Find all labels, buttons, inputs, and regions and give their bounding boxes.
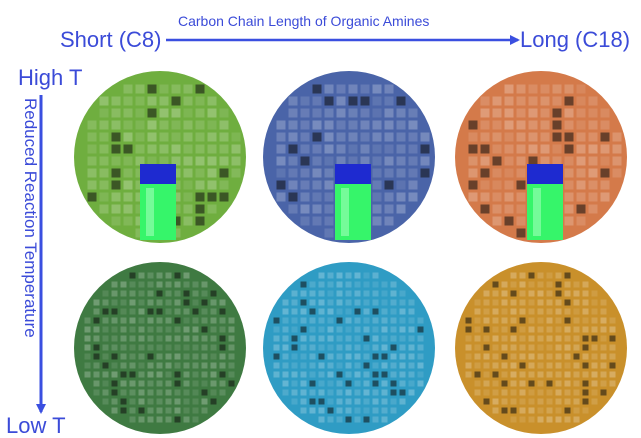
panel-c8-low — [74, 262, 246, 434]
vertical-axis-title: Reduced Reaction Temperature — [21, 98, 40, 338]
horizontal-axis-title: Carbon Chain Length of Organic Amines — [178, 13, 430, 29]
nanocube-grid — [84, 272, 235, 423]
panel-c18-high — [455, 71, 627, 243]
nanocube-grid — [465, 272, 616, 423]
low-t-label: Low T — [6, 413, 66, 438]
short-c8-label: Short (C8) — [60, 27, 162, 52]
vial-c18-high — [527, 164, 563, 240]
panel-c12-low — [263, 262, 435, 434]
high-t-label: High T — [18, 65, 83, 90]
panel-c18-low — [455, 262, 627, 434]
nanocube-grid — [273, 272, 424, 423]
vial-c8-high — [140, 164, 176, 240]
long-c18-label: Long (C18) — [520, 27, 631, 52]
vial-c12-high — [335, 164, 371, 240]
panel-c8-high — [74, 71, 246, 243]
